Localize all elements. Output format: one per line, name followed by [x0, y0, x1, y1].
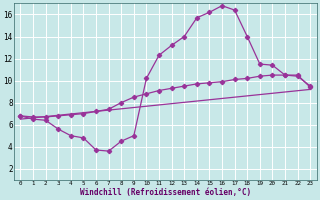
X-axis label: Windchill (Refroidissement éolien,°C): Windchill (Refroidissement éolien,°C) — [80, 188, 251, 197]
